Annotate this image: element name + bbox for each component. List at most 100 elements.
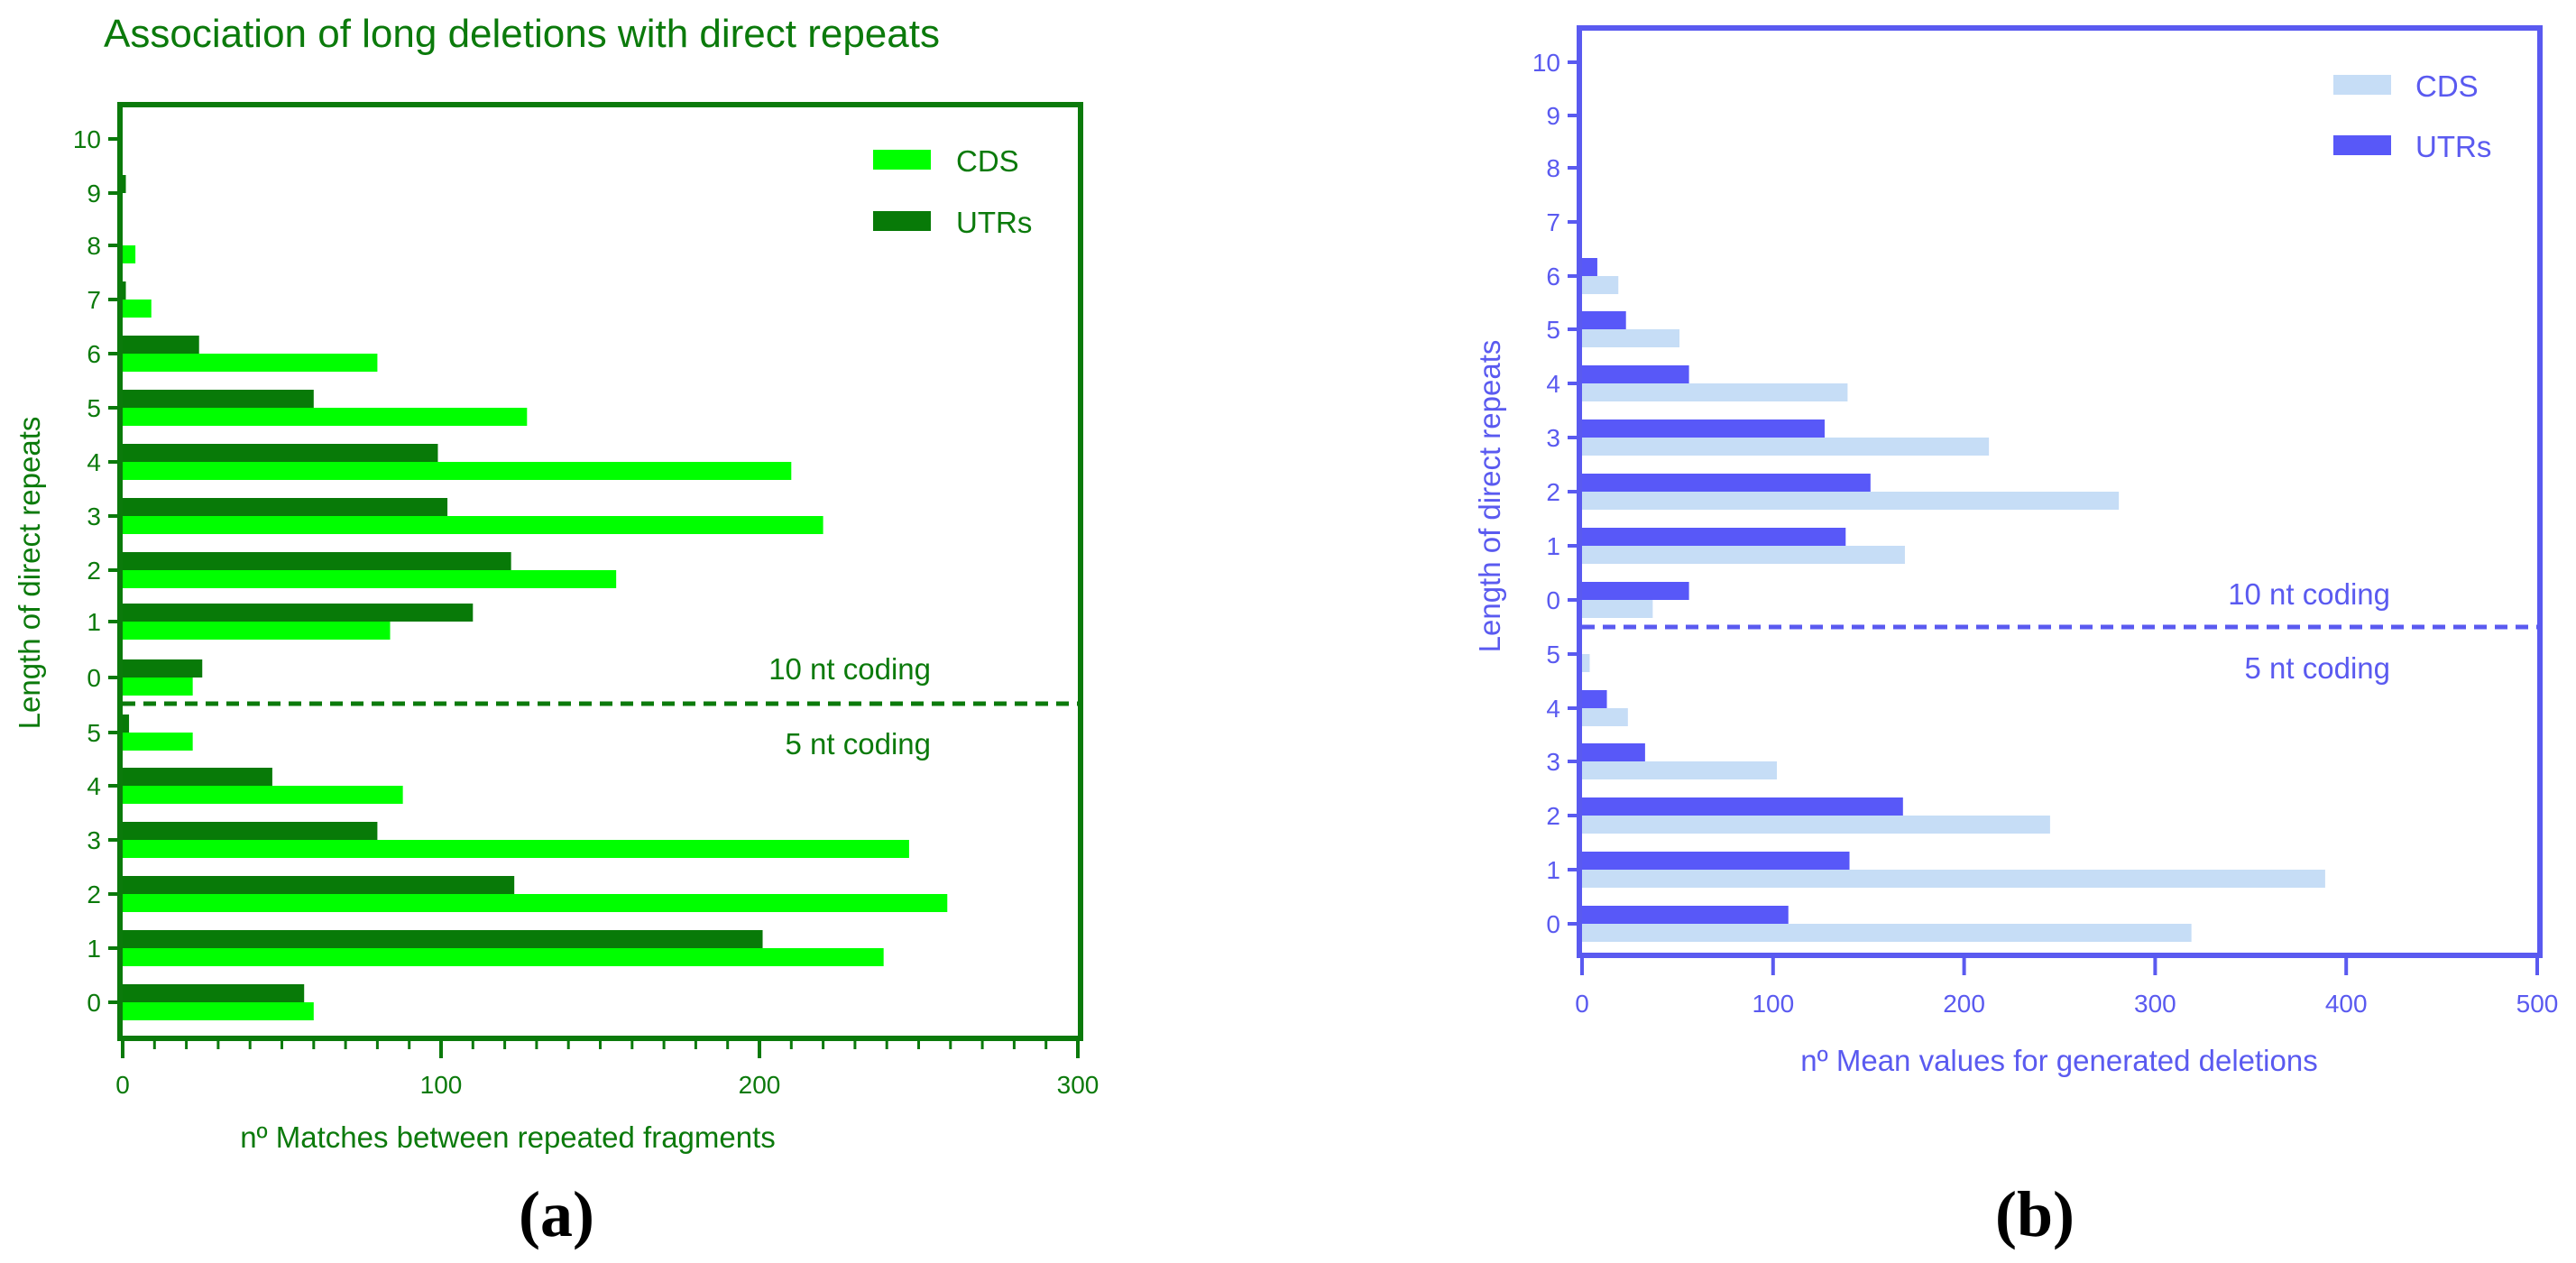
chart-a-ytick-label-10nt-9: 9 [87,180,101,207]
chart-a-bar-10nt-utrs-5 [123,390,314,408]
chart-b-bar-10nt-utrs-0 [1582,582,1689,600]
chart-b-ytick-label-10nt-5: 5 [1546,316,1560,344]
chart-a-bar-10nt-cds-0 [123,678,193,696]
chart-b-x-axis: 0 100 200 300 400 500 [1575,955,2558,1018]
chart-b-bar-5nt-utrs-1 [1582,852,1850,870]
chart-b-ytick-label-10nt-2: 2 [1546,478,1560,506]
chart-a-legend-swatch-utrs [873,211,931,231]
chart-b-bar-5nt-cds-1 [1582,870,2325,888]
chart-a-ytick-label-10nt-0: 0 [87,664,101,692]
chart-a-bar-5nt-cds-5 [123,733,193,751]
chart-b-ytick-label-5nt-5: 5 [1546,641,1560,668]
chart-b-bar-5nt-cds-5 [1582,654,1590,672]
chart-a-ytick-label-10nt-3: 3 [87,502,101,530]
chart-b-ytick-label-5nt-4: 4 [1546,695,1560,723]
chart-a-bar-10nt-utrs-0 [123,659,203,678]
chart-a-bar-10nt-cds-8 [123,245,136,263]
chart-a-bar-5nt-cds-3 [123,840,909,858]
chart-b-ytick-label-10nt-1: 1 [1546,532,1560,560]
chart-b-bar-10nt-utrs-5 [1582,311,1626,329]
chart-a-ytick-label-10nt-4: 4 [87,448,101,476]
chart-a-bar-10nt-utrs-7 [123,281,126,300]
chart-a-y-label: Length of direct repeats [13,417,46,730]
chart-a-bars [123,175,948,1020]
chart-a-bar-10nt-utrs-3 [123,498,448,516]
chart-a-ytick-label-10nt-2: 2 [87,557,101,585]
chart-b-x-label: nº Mean values for generated deletions [1800,1044,2317,1077]
chart-b-bars [1582,258,2325,942]
chart-b-bar-10nt-cds-4 [1582,383,1848,401]
chart-b-xtick-label-200: 200 [1943,990,1985,1018]
chart-a-ytick-label-5nt-3: 3 [87,826,101,854]
chart-b-bar-10nt-utrs-1 [1582,528,1846,546]
chart-b-ytick-label-10nt-3: 3 [1546,424,1560,452]
chart-a-ytick-label-5nt-0: 0 [87,989,101,1017]
chart-b-xtick-label-500: 500 [2516,990,2559,1018]
chart-b-bar-10nt-cds-6 [1582,276,1619,294]
chart-b-bar-10nt-cds-5 [1582,329,1680,347]
chart-a-bar-5nt-utrs-0 [123,984,305,1002]
chart-b-bar-5nt-utrs-4 [1582,690,1607,708]
chart-a-bar-10nt-cds-1 [123,622,391,640]
chart-a-ytick-label-10nt-7: 7 [87,286,101,314]
chart-a-ytick-label-10nt-10: 10 [73,125,101,153]
chart-b-ytick-label-10nt-8: 8 [1546,154,1560,182]
chart-b-bar-5nt-cds-4 [1582,708,1628,726]
chart-b-legend-label-utrs: UTRs [2415,130,2491,163]
chart-a-bar-5nt-cds-0 [123,1002,314,1020]
chart-b-ytick-label-10nt-10: 10 [1532,49,1560,77]
chart-a-title: Association of long deletions with direc… [104,12,940,56]
chart-b-bar-5nt-utrs-2 [1582,797,1903,816]
chart-b-bar-10nt-cds-2 [1582,492,2120,510]
chart-a-bar-10nt-utrs-9 [123,175,126,193]
chart-b-ytick-label-10nt-4: 4 [1546,370,1560,398]
chart-a-bar-10nt-cds-2 [123,570,617,588]
chart-b-ytick-label-10nt-6: 6 [1546,263,1560,290]
chart-a-bar-10nt-utrs-6 [123,336,199,354]
chart-b-ytick-label-5nt-1: 1 [1546,856,1560,884]
chart-a-bar-5nt-utrs-1 [123,930,763,948]
chart-b-bar-5nt-utrs-3 [1582,743,1645,761]
chart-b-ytick-label-5nt-2: 2 [1546,802,1560,830]
chart-b-legend-label-cds: CDS [2415,69,2479,103]
chart-a-ytick-label-10nt-5: 5 [87,394,101,422]
chart-a-xtick-label-100: 100 [420,1071,463,1099]
chart-b-bar-10nt-cds-3 [1582,438,1990,456]
chart-a-xtick-label-0: 0 [115,1071,130,1099]
chart-b-group-label-10nt: 10 nt coding [2228,577,2390,611]
chart-a-bar-10nt-utrs-2 [123,552,511,570]
chart-a-ytick-label-10nt-1: 1 [87,608,101,636]
chart-b-bar-10nt-utrs-6 [1582,258,1597,276]
chart-b-bar-10nt-utrs-2 [1582,474,1871,492]
chart-b-legend: CDS UTRs [2333,69,2491,163]
chart-b-xtick-label-300: 300 [2134,990,2176,1018]
chart-b-legend-swatch-cds [2333,75,2391,95]
chart-a-bar-5nt-cds-1 [123,948,884,966]
chart-a-legend-swatch-cds [873,150,931,170]
chart-a-legend-label-utrs: UTRs [956,206,1032,239]
chart-a-group-label-5nt: 5 nt coding [786,727,931,761]
panel-a: Association of long deletions with direc… [13,12,1099,1250]
chart-a-group-label-10nt: 10 nt coding [768,652,931,686]
chart-a-ytick-label-5nt-1: 1 [87,935,101,963]
chart-a-y-axis: 0 1 2 3 4 5 6 7 8 9 10 0 1 2 3 4 5 [73,125,123,1017]
chart-a-ytick-label-10nt-8: 8 [87,232,101,260]
chart-a-bar-10nt-cds-7 [123,300,152,318]
chart-b-bar-10nt-cds-0 [1582,600,1653,618]
chart-a-legend-label-cds: CDS [956,144,1019,178]
chart-a-bar-5nt-utrs-3 [123,822,378,840]
chart-b-bar-5nt-cds-3 [1582,761,1778,779]
chart-b-ytick-label-10nt-9: 9 [1546,102,1560,130]
chart-b-bar-10nt-utrs-4 [1582,365,1689,383]
chart-a-ytick-label-5nt-4: 4 [87,772,101,800]
chart-b-ytick-label-10nt-7: 7 [1546,208,1560,236]
chart-b-ytick-label-5nt-3: 3 [1546,748,1560,776]
chart-a-bar-5nt-utrs-2 [123,876,515,894]
chart-b-bar-10nt-utrs-3 [1582,419,1825,438]
chart-a-bar-10nt-utrs-1 [123,604,474,622]
chart-a-x-axis: 0 100 200 300 [115,1038,1099,1099]
chart-a-bar-10nt-cds-4 [123,462,792,480]
chart-a-legend: CDS UTRs [873,144,1032,239]
chart-a-ytick-label-5nt-2: 2 [87,880,101,908]
chart-a-ytick-label-10nt-6: 6 [87,340,101,368]
